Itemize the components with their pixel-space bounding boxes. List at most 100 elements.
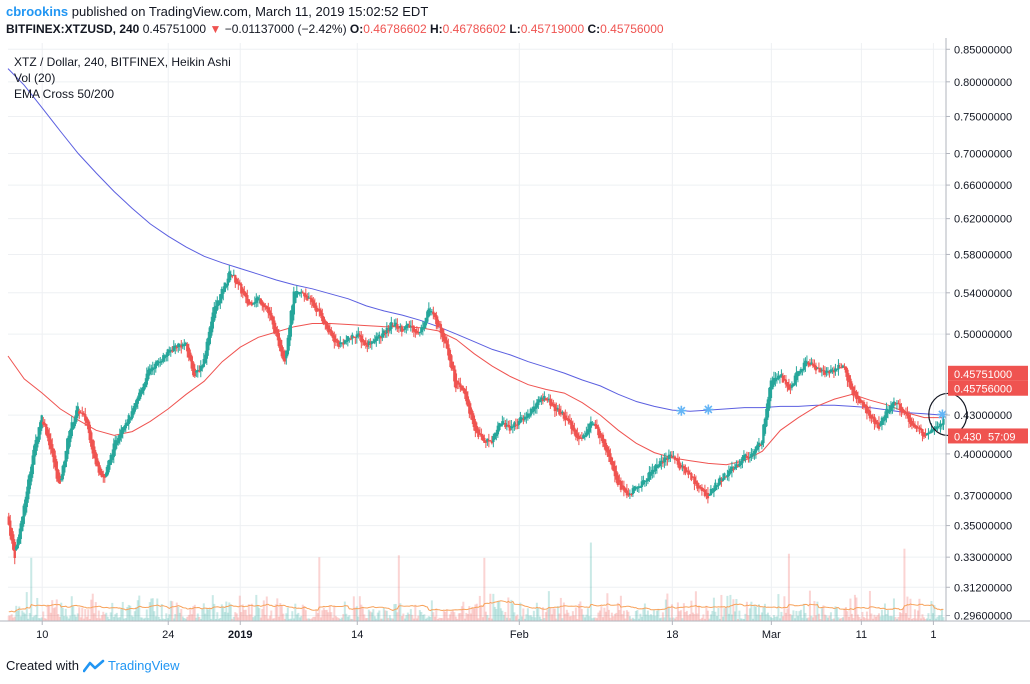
volume-bar [795, 610, 798, 621]
volume-bar [172, 618, 175, 621]
candle-body [216, 300, 219, 310]
candle-body [760, 441, 764, 445]
volume-bar [337, 618, 340, 621]
candle-body [154, 362, 157, 369]
price-label: 0.45756000 [948, 380, 1028, 396]
volume-bar [49, 612, 52, 621]
candle-body [739, 461, 743, 465]
volume-bar [306, 618, 309, 621]
author-link[interactable]: cbrookins [6, 4, 69, 19]
tradingview-logo-icon [82, 659, 105, 672]
circle-annotation[interactable] [928, 392, 968, 437]
candle-body [247, 299, 251, 305]
candle-body [472, 415, 476, 428]
candle-body [333, 335, 336, 343]
candle-body [804, 360, 807, 367]
volume-bar [190, 614, 193, 621]
volume-bar [391, 618, 394, 621]
volume-bar [522, 608, 525, 621]
volume-bar [867, 618, 870, 621]
candle-body [522, 418, 525, 421]
volume-bar [78, 607, 81, 621]
volume-bar [921, 614, 924, 621]
candle-body [498, 423, 501, 430]
volume-bar [184, 618, 187, 621]
volume-bar [573, 615, 576, 621]
volume-bar [343, 601, 346, 621]
candle-body [45, 424, 48, 435]
candle-body [675, 458, 678, 460]
volume-bar [465, 612, 468, 621]
volume-bar [210, 618, 213, 621]
candle-body [375, 336, 378, 341]
candle-body [481, 435, 485, 441]
candle-body [144, 381, 147, 388]
y-axis-ticks[interactable]: 0.85000000 0.80000000 0.75000000 0.70000000… [946, 44, 1012, 623]
candle-body [267, 307, 270, 314]
candle-body [39, 422, 42, 435]
price-chart[interactable]: XTZ / Dollar, 240, BITFINEX, Heikin Ashi… [0, 38, 1030, 648]
candle-body [456, 380, 459, 385]
volume-bar [460, 606, 463, 621]
volume-bar [132, 616, 135, 621]
candle-body [753, 450, 756, 455]
candle-body [745, 456, 749, 458]
candle-body [40, 415, 43, 429]
volume-bar [397, 555, 400, 621]
candle-body [180, 344, 183, 348]
candle-body [927, 432, 930, 435]
volume-bar [435, 608, 438, 621]
volume-bar [925, 618, 928, 621]
volume-bar [649, 614, 652, 621]
volume-bar [538, 616, 541, 621]
candle-body [15, 546, 18, 550]
candle-body [120, 429, 123, 438]
candle-body [150, 368, 153, 372]
volume-bar [840, 618, 843, 621]
volume-bar [423, 614, 426, 621]
volume-bar [616, 602, 619, 621]
candle-body [879, 424, 882, 426]
volume-bar [634, 610, 637, 621]
candle-body [477, 429, 480, 437]
volume-bar [202, 603, 205, 621]
candle-body [597, 426, 600, 436]
volume-bar [247, 604, 250, 621]
volume-bar [430, 600, 433, 621]
y-tick-label: 0.37000000 [954, 491, 1012, 503]
tradingview-link[interactable]: TradingView [82, 658, 180, 673]
x-axis-ticks[interactable]: 10 24 2019 14 Feb 18 Mar 11 1 [36, 621, 936, 641]
candle-body [514, 424, 518, 426]
volume-bar [678, 611, 681, 621]
volume-bar [619, 595, 622, 621]
volume-bar [142, 618, 145, 621]
candle-body [553, 404, 557, 412]
candle-body [366, 343, 369, 347]
volume-bar [865, 611, 868, 621]
volume-bar [580, 609, 583, 621]
volume-bar [133, 611, 136, 621]
volume-bar [526, 608, 529, 621]
volume-bar [369, 611, 372, 621]
candle-body [853, 391, 857, 394]
volume-bar [883, 603, 886, 621]
volume-bar [294, 603, 297, 621]
candle-body [42, 421, 45, 425]
volume-bar [903, 548, 906, 621]
candle-body [90, 432, 93, 447]
candle-body [864, 404, 867, 408]
volume-bar [577, 603, 580, 621]
volume-bar [76, 613, 79, 621]
volume-bar [357, 616, 360, 621]
candle-body [894, 403, 897, 405]
volume-bar [738, 610, 741, 621]
volume-bar [769, 617, 772, 621]
candle-body [844, 366, 848, 373]
candle-body [112, 443, 115, 458]
volume-bar [234, 612, 237, 621]
volume-bar [274, 604, 277, 621]
candle-body [762, 424, 765, 444]
volume-bar [207, 609, 210, 621]
volume-bar [199, 618, 202, 621]
candle-body [577, 435, 581, 440]
